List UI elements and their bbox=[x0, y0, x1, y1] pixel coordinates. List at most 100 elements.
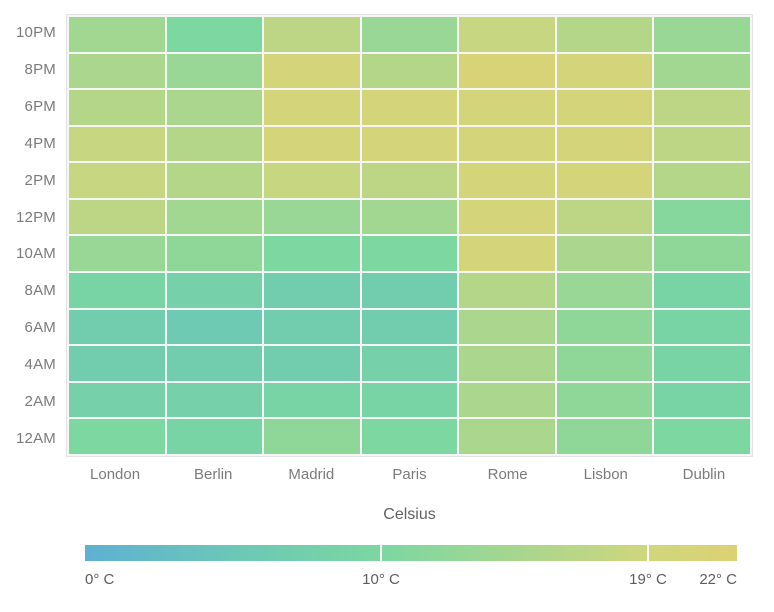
heatmap-cell[interactable] bbox=[654, 90, 750, 125]
x-axis-labels: London Berlin Madrid Paris Rome Lisbon Dublin bbox=[66, 466, 753, 488]
heatmap-cell[interactable] bbox=[556, 273, 653, 308]
heatmap-cell[interactable] bbox=[69, 309, 165, 345]
heatmap-cell[interactable] bbox=[459, 53, 555, 89]
heatmap-cell[interactable] bbox=[556, 236, 653, 272]
legend-tick bbox=[647, 545, 650, 561]
heatmap-cell[interactable] bbox=[459, 236, 555, 272]
heatmap-cell[interactable] bbox=[556, 419, 653, 454]
heatmap-cell[interactable] bbox=[264, 199, 360, 235]
y-axis-label: 10PM bbox=[16, 23, 56, 41]
heatmap-cell[interactable] bbox=[556, 90, 653, 125]
y-axis-label: 12PM bbox=[16, 208, 56, 226]
heatmap-cell[interactable] bbox=[654, 419, 750, 454]
heatmap-cell[interactable] bbox=[361, 126, 458, 162]
x-axis-label: Dublin bbox=[682, 466, 726, 483]
heatmap-cell[interactable] bbox=[654, 126, 750, 162]
heatmap-cell[interactable] bbox=[556, 163, 653, 198]
y-axis-label: 6AM bbox=[24, 319, 56, 337]
heatmap-cell[interactable] bbox=[654, 163, 750, 198]
heatmap-cell[interactable] bbox=[69, 382, 165, 418]
heatmap-cell[interactable] bbox=[69, 236, 165, 272]
heatmap-cell[interactable] bbox=[264, 126, 360, 162]
x-axis-label: Madrid bbox=[288, 466, 335, 483]
legend-label-high: 19° C bbox=[629, 571, 667, 588]
y-axis-label: 12AM bbox=[16, 430, 56, 448]
heatmap-cell[interactable] bbox=[361, 273, 458, 308]
heatmap-cell[interactable] bbox=[69, 199, 165, 235]
heatmap-cell[interactable] bbox=[264, 236, 360, 272]
heatmap-cell[interactable] bbox=[459, 419, 555, 454]
heatmap-cell[interactable] bbox=[69, 17, 165, 52]
heatmap-cell[interactable] bbox=[69, 90, 165, 125]
heatmap-cell[interactable] bbox=[69, 53, 165, 89]
heatmap-cell[interactable] bbox=[556, 53, 653, 89]
heatmap-cell[interactable] bbox=[264, 17, 360, 52]
y-axis-label: 4PM bbox=[24, 134, 56, 152]
heatmap-cell[interactable] bbox=[361, 419, 458, 454]
heatmap-cell[interactable] bbox=[166, 53, 263, 89]
heatmap-cell[interactable] bbox=[69, 273, 165, 308]
heatmap-cell[interactable] bbox=[556, 309, 653, 345]
heatmap-cell[interactable] bbox=[556, 382, 653, 418]
heatmap-cell[interactable] bbox=[69, 163, 165, 198]
heatmap-cell[interactable] bbox=[166, 309, 263, 345]
heatmap-cell[interactable] bbox=[556, 199, 653, 235]
heatmap-cell[interactable] bbox=[654, 382, 750, 418]
heatmap-cell[interactable] bbox=[166, 382, 263, 418]
heatmap-cell[interactable] bbox=[361, 199, 458, 235]
heatmap-cell[interactable] bbox=[264, 419, 360, 454]
heatmap-cell[interactable] bbox=[264, 163, 360, 198]
heatmap-cell[interactable] bbox=[166, 273, 263, 308]
heatmap-cell[interactable] bbox=[361, 309, 458, 345]
heatmap-cell[interactable] bbox=[361, 236, 458, 272]
heatmap-cell[interactable] bbox=[166, 236, 263, 272]
heatmap-cell[interactable] bbox=[556, 346, 653, 381]
heatmap-cell[interactable] bbox=[264, 346, 360, 381]
heatmap-cell[interactable] bbox=[69, 419, 165, 454]
heatmap-cell[interactable] bbox=[361, 163, 458, 198]
heatmap-cell[interactable] bbox=[264, 309, 360, 345]
heatmap-cell[interactable] bbox=[459, 273, 555, 308]
heatmap-cell[interactable] bbox=[361, 53, 458, 89]
heatmap-cell[interactable] bbox=[654, 273, 750, 308]
x-axis-label: Berlin bbox=[194, 466, 233, 483]
heatmap-cell[interactable] bbox=[556, 17, 653, 52]
x-axis-label: Paris bbox=[392, 466, 427, 483]
y-axis-label: 2AM bbox=[24, 393, 56, 411]
heatmap-cell[interactable] bbox=[654, 346, 750, 381]
heatmap-cell[interactable] bbox=[459, 346, 555, 381]
heatmap-cell[interactable] bbox=[264, 53, 360, 89]
heatmap-cell[interactable] bbox=[69, 126, 165, 162]
heatmap-cell[interactable] bbox=[166, 199, 263, 235]
heatmap-cell[interactable] bbox=[166, 419, 263, 454]
heatmap-cell[interactable] bbox=[459, 382, 555, 418]
heatmap-cell[interactable] bbox=[654, 236, 750, 272]
heatmap-grid bbox=[66, 14, 753, 457]
heatmap-cell[interactable] bbox=[166, 163, 263, 198]
heatmap-cell[interactable] bbox=[264, 273, 360, 308]
heatmap-cell[interactable] bbox=[459, 163, 555, 198]
heatmap-cell[interactable] bbox=[459, 90, 555, 125]
heatmap-cell[interactable] bbox=[556, 126, 653, 162]
heatmap-cell[interactable] bbox=[459, 199, 555, 235]
heatmap-cell[interactable] bbox=[361, 346, 458, 381]
heatmap-cell[interactable] bbox=[264, 382, 360, 418]
heatmap-cell[interactable] bbox=[654, 199, 750, 235]
y-axis-label: 8AM bbox=[24, 282, 56, 300]
heatmap-cell[interactable] bbox=[654, 53, 750, 89]
heatmap-cell[interactable] bbox=[264, 90, 360, 125]
heatmap-cell[interactable] bbox=[654, 309, 750, 345]
legend-label-mid: 10° C bbox=[362, 571, 400, 588]
heatmap-cell[interactable] bbox=[459, 309, 555, 345]
heatmap-cell[interactable] bbox=[166, 346, 263, 381]
heatmap-cell[interactable] bbox=[361, 90, 458, 125]
heatmap-cell[interactable] bbox=[361, 382, 458, 418]
heatmap-cell[interactable] bbox=[459, 17, 555, 52]
heatmap-cell[interactable] bbox=[654, 17, 750, 52]
heatmap-cell[interactable] bbox=[459, 126, 555, 162]
heatmap-cell[interactable] bbox=[69, 346, 165, 381]
heatmap-cell[interactable] bbox=[361, 17, 458, 52]
heatmap-cell[interactable] bbox=[166, 90, 263, 125]
heatmap-cell[interactable] bbox=[166, 126, 263, 162]
heatmap-cell[interactable] bbox=[166, 17, 263, 52]
